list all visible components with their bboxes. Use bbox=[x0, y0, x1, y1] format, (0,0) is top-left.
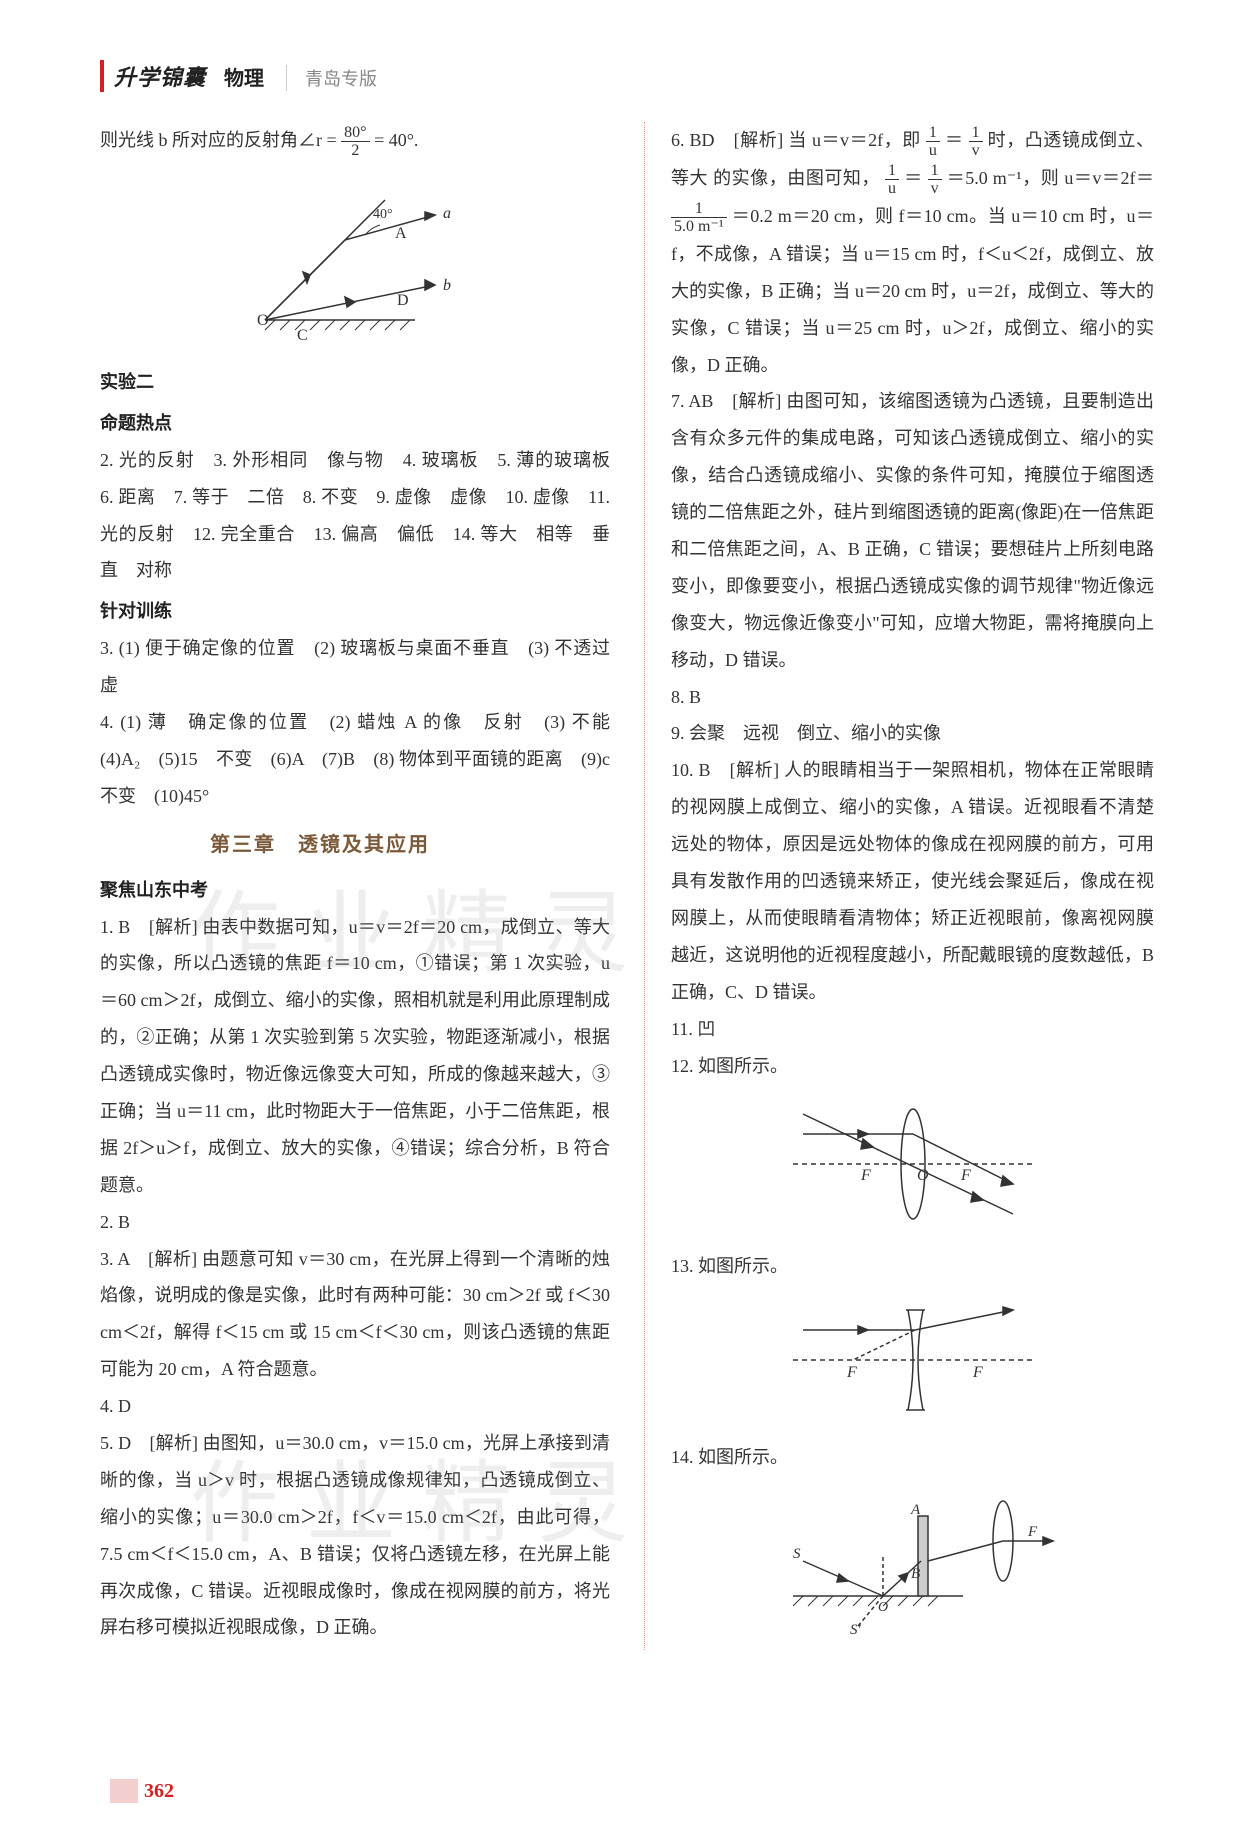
right-q11: 11. 凹 bbox=[671, 1011, 1154, 1048]
intro-text: 则光线 b 所对应的反射角∠r = bbox=[100, 130, 337, 150]
page-number: 362 bbox=[110, 1779, 174, 1803]
svg-text:C: C bbox=[297, 327, 308, 344]
svg-text:F: F bbox=[960, 1167, 971, 1184]
svg-text:A: A bbox=[910, 1502, 921, 1518]
svg-text:F: F bbox=[846, 1364, 857, 1381]
svg-text:B: B bbox=[911, 1566, 920, 1582]
left-q1: 1. B [解析] 由表中数据可知，u＝v＝2f＝20 cm，成倒立、等大的实像… bbox=[100, 909, 610, 1204]
answers-block-1: 2. 光的反射 3. 外形相同 像与物 4. 玻璃板 5. 薄的玻璃板 6. 距… bbox=[100, 442, 610, 590]
experiment-2-heading: 实验二 bbox=[100, 364, 610, 401]
svg-text:S′: S′ bbox=[850, 1622, 862, 1636]
left-q4b: 4. D bbox=[100, 1388, 610, 1425]
svg-text:F: F bbox=[1027, 1524, 1038, 1540]
training-heading: 针对训练 bbox=[100, 593, 610, 630]
left-q3: 3. (1) 便于确定像的位置 (2) 玻璃板与桌面不垂直 (3) 不透过 虚 bbox=[100, 630, 610, 704]
page-number-text: 362 bbox=[144, 1780, 174, 1803]
svg-text:F: F bbox=[972, 1364, 983, 1381]
svg-text:b: b bbox=[443, 277, 451, 294]
left-q5: 5. D [解析] 由图知，u＝30.0 cm，v＝15.0 cm，光屏上承接到… bbox=[100, 1425, 610, 1646]
right-q12: 12. 如图所示。 bbox=[671, 1048, 1154, 1085]
right-q8: 8. B bbox=[671, 679, 1154, 716]
svg-text:F: F bbox=[860, 1167, 871, 1184]
right-q14: 14. 如图所示。 bbox=[671, 1439, 1154, 1476]
lens-svg-14: S S′ A B O F bbox=[763, 1486, 1063, 1636]
svg-text:a: a bbox=[443, 205, 451, 222]
svg-text:S: S bbox=[793, 1546, 801, 1562]
lens-svg-13: F F bbox=[783, 1295, 1043, 1425]
chapter-title: 第三章 透镜及其应用 bbox=[210, 825, 610, 866]
right-q9: 9. 会聚 远视 倒立、缩小的实像 bbox=[671, 715, 1154, 752]
content-columns: 则光线 b 所对应的反射角∠r = 80°2 = 40°. bbox=[100, 122, 1160, 1650]
left-q4: 4. (1) 薄 确定像的位置 (2) 蜡烛 A 的像 反射 (3) 不能 (4… bbox=[100, 704, 610, 815]
right-q6: 6. BD [解析] 当 u＝v＝2f，即 1u ＝ 1v 时，凸透镜成倒立、等… bbox=[671, 122, 1154, 383]
left-q2: 2. B bbox=[100, 1204, 610, 1241]
focus-heading: 聚焦山东中考 bbox=[100, 872, 610, 909]
page-number-box bbox=[110, 1779, 138, 1803]
svg-text:A: A bbox=[395, 225, 407, 242]
left-q3b: 3. A [解析] 由题意可知 v＝30 cm，在光屏上得到一个清晰的烛焰像，说… bbox=[100, 1241, 610, 1389]
lens-diagram-13: F F bbox=[671, 1295, 1154, 1425]
left-column: 则光线 b 所对应的反射角∠r = 80°2 = 40°. bbox=[100, 122, 610, 1650]
header-edition: 青岛专版 bbox=[286, 65, 377, 91]
mirror-diagram: O A a b C D 40° bbox=[100, 170, 610, 350]
svg-text:O: O bbox=[878, 1600, 888, 1615]
intro-after: = 40°. bbox=[374, 130, 418, 150]
right-column: 6. BD [解析] 当 u＝v＝2f，即 1u ＝ 1v 时，凸透镜成倒立、等… bbox=[644, 122, 1154, 1650]
svg-text:O: O bbox=[917, 1167, 929, 1184]
right-q7: 7. AB [解析] 由图可知，该缩图透镜为凸透镜，且要制造出含有众多元件的集成… bbox=[671, 383, 1154, 678]
page-header: 升学锦囊 物理 青岛专版 bbox=[100, 60, 1160, 92]
svg-text:40°: 40° bbox=[373, 207, 393, 222]
intro-line: 则光线 b 所对应的反射角∠r = 80°2 = 40°. bbox=[100, 122, 610, 160]
mirror-svg: O A a b C D 40° bbox=[235, 170, 475, 350]
lens-svg-12: F F O bbox=[783, 1094, 1043, 1234]
topic-heading: 命题热点 bbox=[100, 405, 610, 442]
header-subject: 物理 bbox=[224, 62, 264, 91]
lens-diagram-14: S S′ A B O F bbox=[671, 1486, 1154, 1636]
lens-diagram-12: F F O bbox=[671, 1094, 1154, 1234]
right-q13: 13. 如图所示。 bbox=[671, 1248, 1154, 1285]
svg-text:D: D bbox=[397, 292, 409, 309]
header-title: 升学锦囊 bbox=[114, 60, 206, 92]
right-q10: 10. B [解析] 人的眼睛相当于一架照相机，物体在正常眼睛的视网膜上成倒立、… bbox=[671, 752, 1154, 1010]
fraction-80-2: 80°2 bbox=[341, 124, 369, 160]
svg-text:O: O bbox=[257, 312, 269, 329]
